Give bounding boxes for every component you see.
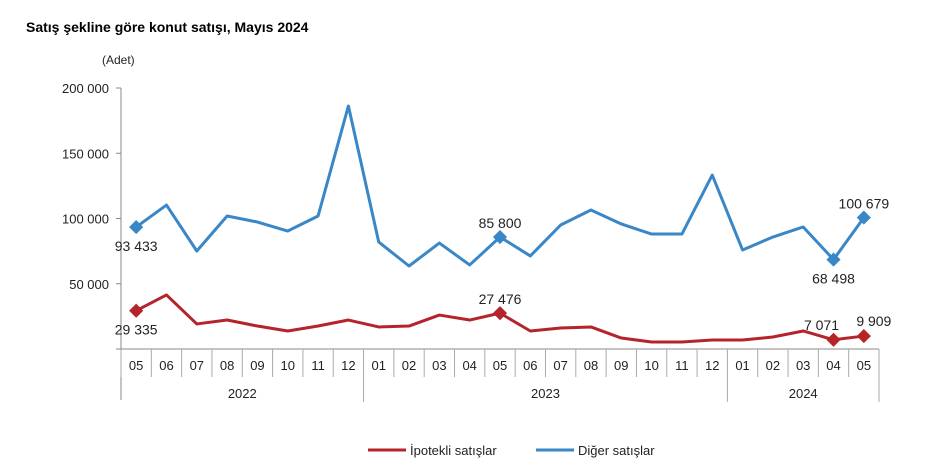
- data-label: 9 909: [856, 313, 891, 329]
- year-label: 2022: [228, 386, 257, 401]
- diamond-marker: [492, 306, 508, 321]
- diamond-marker: [856, 210, 871, 225]
- y-tick-label: 100 000: [62, 212, 109, 227]
- diamond-marker: [826, 252, 841, 267]
- data-point: [529, 329, 532, 332]
- data-label: 93 433: [115, 238, 158, 254]
- data-point: [802, 329, 805, 332]
- data-point: [680, 233, 683, 236]
- data-point: [317, 215, 320, 218]
- data-label: 29 335: [115, 322, 158, 338]
- legend-label: İpotekli satışlar: [410, 443, 497, 458]
- data-point: [226, 319, 229, 322]
- data-point: [711, 174, 714, 177]
- data-point: [195, 322, 198, 325]
- data-point: [377, 325, 380, 328]
- data-point: [741, 338, 744, 341]
- data-point: [589, 325, 592, 328]
- x-tick-label: 10: [644, 358, 658, 373]
- x-tick-label: 12: [341, 358, 355, 373]
- x-tick-label: 02: [402, 358, 416, 373]
- data-point: [438, 314, 441, 317]
- data-point: [559, 326, 562, 329]
- year-label: 2023: [531, 386, 560, 401]
- x-tick-label: 03: [796, 358, 810, 373]
- x-tick-label: 05: [493, 358, 507, 373]
- data-point: [559, 224, 562, 227]
- data-point: [529, 254, 532, 257]
- x-tick-label: 01: [371, 358, 385, 373]
- x-tick-label: 01: [735, 358, 749, 373]
- x-tick-label: 02: [766, 358, 780, 373]
- legend-label: Diğer satışlar: [578, 443, 655, 458]
- diamond-marker: [492, 229, 508, 245]
- x-tick-label: 06: [523, 358, 537, 373]
- data-label: 27 476: [479, 291, 522, 307]
- data-label: 68 498: [812, 271, 855, 287]
- chart-title: Satış şekline göre konut satışı, Mayıs 2…: [26, 19, 309, 35]
- x-tick-label: 09: [250, 358, 264, 373]
- diamond-marker: [129, 219, 144, 235]
- data-point: [226, 215, 229, 218]
- x-tick-label: 09: [614, 358, 628, 373]
- data-point: [438, 242, 441, 245]
- data-point: [771, 236, 774, 239]
- data-point: [408, 325, 411, 328]
- x-tick-label: 04: [826, 358, 840, 373]
- x-tick-label: 07: [553, 358, 567, 373]
- data-point: [771, 335, 774, 338]
- x-tick-label: 05: [129, 358, 143, 373]
- x-tick-label: 11: [675, 358, 689, 373]
- x-tick-label: 05: [857, 358, 871, 373]
- data-point: [468, 263, 471, 266]
- y-tick-label: 150 000: [62, 146, 109, 161]
- data-point: [286, 329, 289, 332]
- data-point: [408, 265, 411, 268]
- data-point: [165, 293, 168, 296]
- y-tick-label: 50 000: [69, 277, 109, 292]
- x-tick-label: 06: [159, 358, 173, 373]
- x-tick-label: 11: [311, 358, 325, 373]
- year-label: 2024: [789, 386, 818, 401]
- data-point: [347, 319, 350, 322]
- data-point: [286, 230, 289, 233]
- diamond-marker: [856, 328, 871, 344]
- diamond-marker: [826, 332, 841, 347]
- x-tick-label: 08: [584, 358, 598, 373]
- x-tick-label: 08: [220, 358, 234, 373]
- data-point: [620, 337, 623, 340]
- y-axis-label: (Adet): [102, 53, 135, 67]
- data-point: [377, 240, 380, 243]
- y-tick-label: 200 000: [62, 81, 109, 96]
- data-point: [650, 340, 653, 343]
- data-point: [195, 249, 198, 252]
- data-point: [256, 221, 259, 224]
- x-tick-label: 03: [432, 358, 446, 373]
- data-point: [256, 325, 259, 328]
- data-point: [347, 105, 350, 108]
- x-tick-label: 12: [705, 358, 719, 373]
- data-label: 100 679: [839, 196, 890, 212]
- x-tick-label: 07: [190, 358, 204, 373]
- x-tick-label: 04: [462, 358, 476, 373]
- data-point: [741, 248, 744, 251]
- data-point: [680, 340, 683, 343]
- data-point: [711, 338, 714, 341]
- data-point: [650, 233, 653, 236]
- data-label: 85 800: [479, 215, 522, 231]
- data-point: [620, 222, 623, 225]
- diamond-marker: [129, 303, 144, 318]
- x-tick-label: 10: [281, 358, 295, 373]
- data-label: 7 071: [804, 317, 839, 333]
- data-point: [589, 209, 592, 212]
- data-point: [802, 225, 805, 228]
- data-point: [165, 204, 168, 207]
- data-point: [468, 319, 471, 322]
- data-point: [317, 325, 320, 328]
